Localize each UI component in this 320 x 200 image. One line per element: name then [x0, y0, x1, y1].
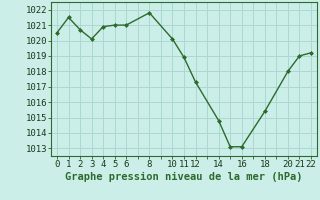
X-axis label: Graphe pression niveau de la mer (hPa): Graphe pression niveau de la mer (hPa)	[65, 172, 303, 182]
